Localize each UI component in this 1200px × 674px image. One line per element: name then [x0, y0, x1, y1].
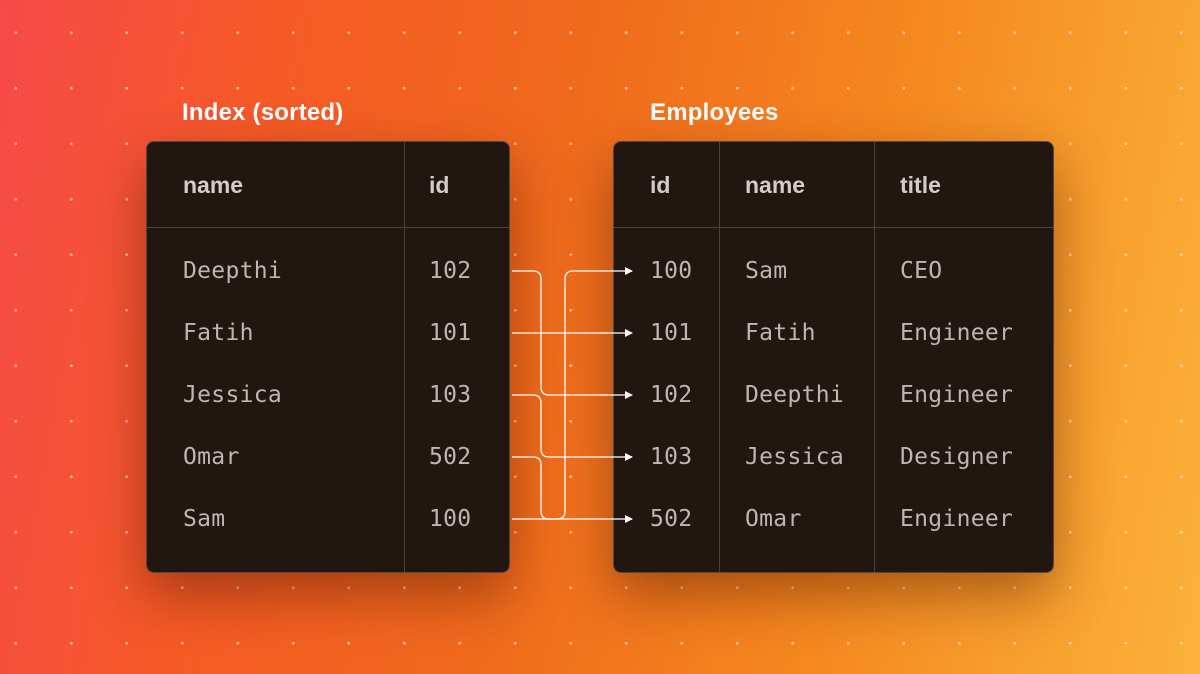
employees-cell-id: 502: [650, 506, 693, 532]
index-cell-id: 100: [429, 506, 472, 532]
column-divider: [719, 142, 720, 572]
employees-cell-name: Fatih: [745, 320, 816, 346]
header-divider: [614, 227, 1053, 228]
index-cell-id: 102: [429, 258, 472, 284]
arrow-layer: [512, 267, 633, 523]
pointer-arrow: [512, 394, 633, 461]
column-divider: [874, 142, 875, 572]
index-cell-name: Fatih: [183, 320, 254, 346]
employees-cell-id: 101: [650, 320, 693, 346]
index-cell-name: Deepthi: [183, 258, 283, 284]
header-divider: [147, 227, 509, 228]
index-header-id: id: [429, 172, 450, 198]
index-cell-id: 101: [429, 320, 472, 346]
index-header-name: name: [183, 172, 244, 198]
index-table-caption: Index (sorted): [182, 99, 344, 126]
index-cell-id: 103: [429, 382, 472, 408]
employees-cell-title: CEO: [900, 258, 943, 284]
index-cell-name: Jessica: [183, 382, 283, 408]
employees-cell-name: Deepthi: [745, 382, 845, 408]
index-table: name id Deepthi 102 Fatih 101 Jessica 10…: [146, 141, 510, 573]
column-divider: [404, 142, 405, 572]
employees-cell-id: 100: [650, 258, 693, 284]
employees-cell-name: Jessica: [745, 444, 845, 470]
employees-cell-title: Engineer: [900, 506, 1014, 532]
employees-cell-name: Sam: [745, 258, 788, 284]
index-cell-id: 502: [429, 444, 472, 470]
employees-cell-title: Engineer: [900, 382, 1014, 408]
pointer-arrow: [512, 267, 633, 520]
employees-cell-title: Designer: [900, 444, 1014, 470]
index-cell-name: Omar: [183, 444, 240, 470]
pointer-arrow: [512, 456, 633, 523]
employees-cell-title: Engineer: [900, 320, 1014, 346]
employees-table-caption: Employees: [650, 99, 779, 126]
employees-cell-name: Omar: [745, 506, 802, 532]
employees-cell-id: 103: [650, 444, 693, 470]
employees-table: id name title 100 Sam CEO 101 Fatih Engi…: [613, 141, 1054, 573]
employees-header-name: name: [745, 172, 806, 198]
employees-header-title: title: [900, 172, 941, 198]
employees-header-id: id: [650, 172, 671, 198]
employees-cell-id: 102: [650, 382, 693, 408]
index-cell-name: Sam: [183, 506, 226, 532]
